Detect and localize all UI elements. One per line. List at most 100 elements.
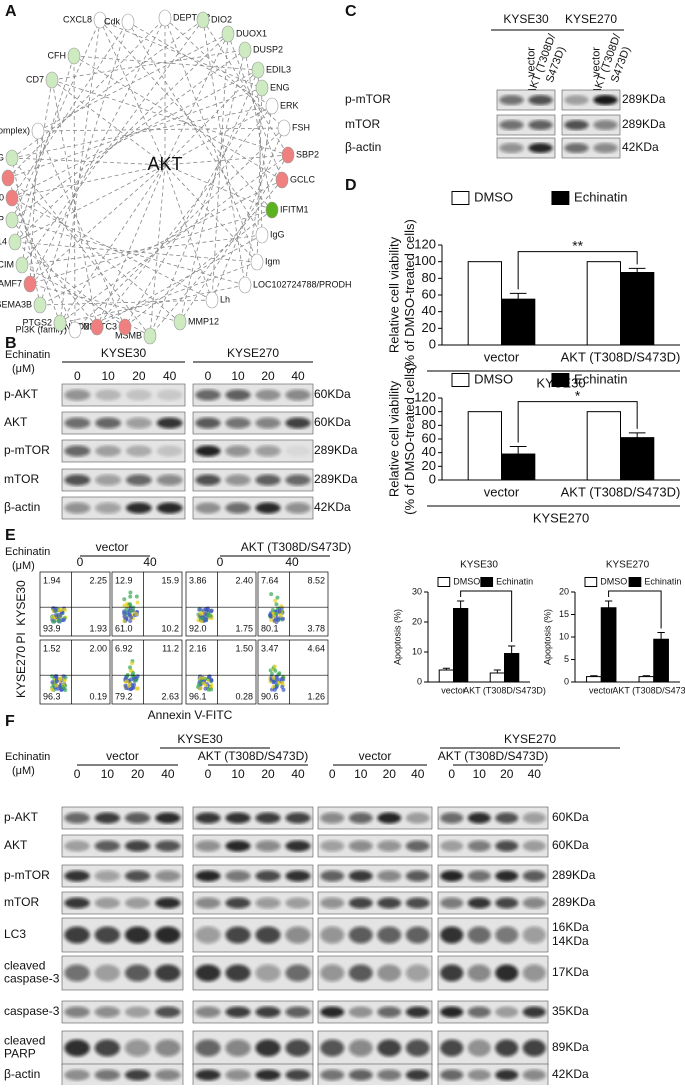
group-label: KYSE270 bbox=[533, 510, 589, 525]
band bbox=[320, 870, 345, 882]
dot bbox=[271, 675, 276, 680]
label: 2.25 bbox=[89, 575, 107, 585]
label: 1.50 bbox=[235, 643, 253, 653]
dot bbox=[63, 687, 68, 692]
significance: * bbox=[575, 387, 581, 403]
label: p-mTOR bbox=[4, 868, 50, 882]
rule bbox=[11, 157, 151, 337]
y-tick-label: 20 bbox=[422, 458, 436, 473]
rule bbox=[39, 299, 213, 306]
network-node bbox=[265, 201, 279, 219]
rule bbox=[164, 33, 229, 166]
panel-letter: F bbox=[5, 713, 15, 730]
band bbox=[195, 870, 221, 882]
band bbox=[405, 1039, 430, 1057]
rule bbox=[7, 87, 263, 179]
label: vector bbox=[106, 749, 139, 763]
dot bbox=[128, 594, 133, 599]
band bbox=[255, 1069, 281, 1081]
label: LC3 bbox=[4, 927, 26, 941]
dot bbox=[51, 619, 56, 624]
label: 92.0 bbox=[189, 623, 207, 633]
label: 0 bbox=[74, 369, 81, 383]
band bbox=[124, 812, 151, 824]
band bbox=[195, 964, 221, 982]
band bbox=[225, 964, 251, 982]
band bbox=[285, 474, 311, 486]
rule bbox=[7, 17, 166, 179]
rule bbox=[164, 105, 273, 166]
label: p-AKT bbox=[4, 387, 39, 401]
y-tick-label: 40 bbox=[422, 303, 436, 318]
dot bbox=[53, 613, 58, 618]
band bbox=[499, 95, 524, 105]
label: KYSE30 bbox=[503, 12, 549, 26]
label: 1.75 bbox=[235, 623, 253, 633]
band bbox=[285, 926, 311, 944]
dot bbox=[273, 598, 278, 603]
label: AKT bbox=[4, 415, 28, 429]
bar bbox=[467, 261, 502, 346]
label: 20 bbox=[383, 767, 397, 781]
band bbox=[405, 1006, 430, 1018]
label: 1.26 bbox=[307, 691, 325, 701]
y-tick-label: 120 bbox=[414, 389, 436, 404]
band bbox=[285, 840, 311, 852]
band bbox=[64, 840, 90, 852]
dot bbox=[132, 682, 137, 687]
network-node bbox=[250, 253, 264, 271]
band bbox=[225, 389, 251, 401]
band bbox=[522, 926, 546, 944]
node-label: CD7 bbox=[26, 74, 44, 84]
node-label: DUSP2 bbox=[253, 44, 283, 54]
label: caspase-3 bbox=[4, 972, 60, 986]
band bbox=[195, 1069, 221, 1081]
band bbox=[320, 1069, 345, 1081]
band bbox=[255, 502, 281, 514]
band bbox=[285, 1039, 311, 1057]
y-axis-label: Relative cell viability bbox=[386, 380, 401, 497]
band bbox=[467, 870, 491, 882]
network-node bbox=[93, 11, 107, 29]
error-bar bbox=[642, 675, 651, 677]
label: vector bbox=[359, 749, 392, 763]
legend-label: DMSO bbox=[474, 189, 513, 204]
label: 1.94 bbox=[43, 575, 61, 585]
rule bbox=[244, 49, 273, 211]
blot bbox=[317, 891, 433, 915]
band bbox=[156, 474, 183, 486]
blot bbox=[192, 411, 314, 435]
band bbox=[95, 474, 122, 486]
node-label: LOC102724788/PRODH bbox=[253, 279, 352, 289]
dot bbox=[56, 619, 61, 624]
legend-label: DMSO bbox=[474, 371, 513, 386]
band bbox=[124, 897, 151, 909]
y-axis-label: (% of DMSO-treated cells) bbox=[402, 219, 417, 371]
band bbox=[64, 926, 90, 944]
node-label: CXCL8 bbox=[63, 14, 92, 24]
label: 7.64 bbox=[261, 575, 279, 585]
blot bbox=[61, 1000, 184, 1024]
rule bbox=[39, 179, 283, 306]
y-tick-label: 100 bbox=[414, 253, 436, 268]
rule bbox=[124, 87, 263, 328]
label: 289KDa bbox=[622, 92, 666, 106]
dot bbox=[198, 681, 203, 686]
rule bbox=[96, 105, 273, 328]
band bbox=[564, 143, 589, 153]
band bbox=[225, 502, 251, 514]
band bbox=[440, 1039, 464, 1057]
node-label: MSMB bbox=[115, 330, 142, 340]
dot bbox=[54, 683, 59, 688]
label: Echinatin bbox=[5, 751, 50, 763]
error-bar bbox=[509, 292, 527, 300]
label: 61.0 bbox=[115, 623, 133, 633]
label: AKT (T308D/S473D) bbox=[241, 540, 352, 554]
label: 289KDa bbox=[314, 443, 358, 457]
band bbox=[593, 95, 618, 105]
band bbox=[125, 389, 152, 401]
band bbox=[377, 1039, 402, 1057]
label: 10 bbox=[354, 767, 368, 781]
legend-swatch bbox=[480, 577, 494, 587]
label: Annexin V-FITC bbox=[148, 708, 233, 722]
